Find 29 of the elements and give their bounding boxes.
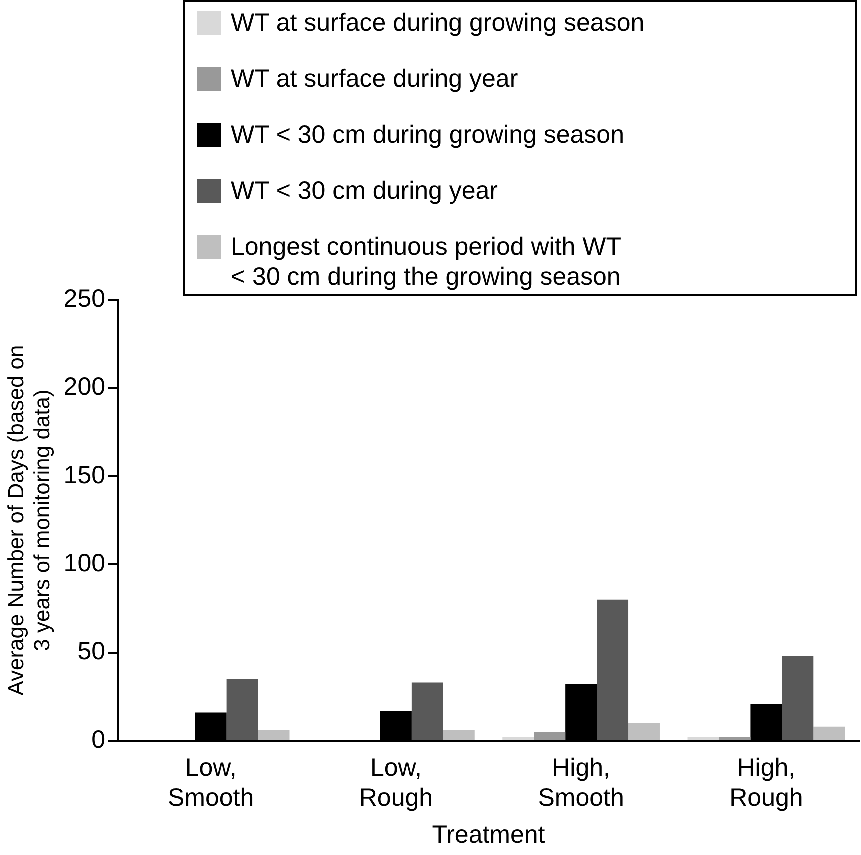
y-tick-label: 50 (78, 638, 106, 666)
y-tick-label: 0 (92, 726, 106, 754)
bar (534, 732, 566, 740)
bar (628, 723, 660, 740)
x-tick-label: Low, Smooth (168, 754, 254, 812)
bar (502, 737, 534, 740)
legend-label: WT at surface during growing season (231, 8, 645, 38)
legend-label: WT < 30 cm during growing season (231, 120, 624, 150)
y-tick-label: 100 (64, 549, 106, 578)
y-axis-title: Average Number of Days (based on 3 years of monitoring data) (3, 345, 55, 696)
legend-label: WT < 30 cm during year (231, 176, 498, 206)
bar (226, 679, 258, 740)
x-tick-label: Low, Rough (359, 754, 434, 812)
bar (814, 726, 846, 740)
x-tick-label: High, Rough (730, 754, 804, 812)
y-tick-label: 250 (64, 284, 106, 313)
x-tick-label: High, Smooth (538, 754, 624, 812)
bar (782, 656, 814, 740)
bar (443, 730, 475, 740)
legend-label: Longest continuous period with WT < 30 cm during the growing season (231, 232, 622, 292)
legend-label: WT at surface during year (231, 64, 518, 94)
x-axis-title: Treatment (432, 820, 546, 849)
bar (258, 730, 290, 740)
y-tick-label: 200 (64, 373, 106, 402)
bar (412, 682, 444, 740)
y-tick-label: 150 (64, 461, 106, 490)
bar (688, 737, 720, 740)
bar (597, 600, 629, 740)
bar (719, 737, 751, 740)
